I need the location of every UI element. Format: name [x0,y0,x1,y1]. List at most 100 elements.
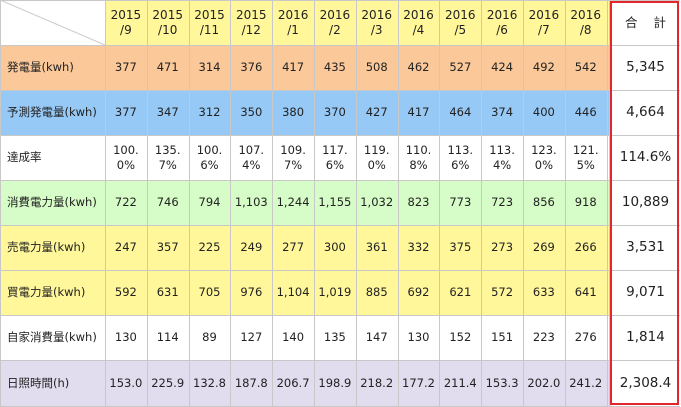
table-cell: 1,019 [314,270,356,315]
table-cell: 424 [481,45,523,90]
cell-value: 572 [491,285,514,299]
table-cell: 151 [481,315,523,360]
cell-value: 723 [491,195,514,209]
cell-value: 631 [156,285,179,299]
cell-value: 241.2 [569,375,603,390]
row-total-bought: 9,071 [611,270,680,315]
table-cell: 471 [146,45,189,90]
table-cell: 631 [146,270,189,315]
table-cell: 206.7 [272,360,314,406]
cell-value: 187.8 [234,375,268,390]
cell-value: 100. 0% [113,142,139,172]
cell-value: 249 [240,240,263,254]
cell-value: 464 [449,105,472,119]
cell-value: 312 [198,105,221,119]
cell-value: 347 [156,105,179,119]
row-label-bought: 買電力量(kwh) [0,270,105,315]
table-cell: 277 [272,225,314,270]
cell-value: 110. 8% [405,142,432,172]
cell-value: 823 [407,195,430,209]
row-total-value: 2,308.4 [619,374,672,391]
cell-value: 350 [240,105,263,119]
row-label: 売電力量(kwh) [7,240,86,254]
cell-value: 641 [574,285,597,299]
row-label: 発電量(kwh) [7,60,74,74]
cell-value: 198.9 [318,375,352,390]
row-total-consumption: 10,889 [611,180,680,225]
cell-value: 211.4 [443,375,477,390]
cell-value: 377 [114,60,137,74]
table-cell: 794 [188,180,231,225]
table-cell: 705 [188,270,231,315]
row-total-self: 1,814 [611,315,680,360]
table-cell: 135 [314,315,356,360]
table-cell: 140 [272,315,314,360]
table-cell: 107. 4% [230,135,272,180]
month-header-label: 2016 /2 [319,7,351,37]
cell-value: 885 [365,285,388,299]
table-cell: 377 [105,90,147,135]
table-cell: 1,032 [355,180,398,225]
grid-vline [607,0,608,406]
row-label-sunshine: 日照時間(h) [0,360,105,406]
table-cell: 692 [397,270,440,315]
cell-value: 400 [532,105,555,119]
cell-value: 151 [491,330,514,344]
table-cell: 218.2 [355,360,398,406]
row-total-value: 5,345 [626,59,665,75]
month-header: 2016 /6 [481,0,523,45]
month-header: 2016 /4 [397,0,440,45]
row-label-generation: 発電量(kwh) [0,45,105,90]
month-header-label: 2016 /7 [528,7,560,37]
month-header-label: 2016 /3 [361,7,392,37]
table-cell: 135. 7% [147,135,189,180]
row-label: 消費電力量(kwh) [7,195,97,209]
cell-value: 746 [156,195,179,209]
cell-value: 722 [114,195,137,209]
cell-value: 1,103 [234,195,268,209]
table-cell: 417 [272,45,314,90]
table-cell: 347 [146,90,189,135]
grid-hline [0,90,680,91]
table-cell: 110. 8% [398,135,440,180]
table-cell: 147 [355,315,398,360]
row-total-forecast: 4,664 [611,90,680,135]
table-cell: 223 [523,315,565,360]
cell-value: 856 [532,195,555,209]
cell-value: 417 [282,60,305,74]
grid-vline [272,0,273,406]
table-cell: 370 [314,90,356,135]
cell-value: 376 [240,60,263,74]
table-cell: 527 [439,45,482,90]
cell-value: 140 [282,330,305,344]
table-cell: 153.0 [105,360,147,406]
table-cell: 187.8 [230,360,273,406]
cell-value: 1,019 [318,285,352,299]
month-header-label: 2016 /1 [277,7,309,37]
cell-value: 1,104 [276,285,310,299]
cell-value: 794 [198,195,221,209]
table-cell: 249 [230,225,273,270]
cell-value: 492 [532,60,555,74]
cell-value: 135 [323,330,346,344]
row-gap [606,90,611,135]
grid-vline [147,0,148,406]
grid-vline [565,0,566,406]
month-header-label: 2016 /5 [445,7,476,37]
month-header: 2016 /2 [314,0,356,45]
grid-vline [523,0,524,406]
table-cell: 377 [105,45,147,90]
month-header: 2015 /11 [188,0,231,45]
cell-value: 130 [407,330,430,344]
cell-value: 462 [407,60,430,74]
cell-value: 773 [449,195,472,209]
table-cell: 361 [355,225,398,270]
table-cell: 621 [439,270,482,315]
table-cell: 100. 6% [189,135,231,180]
grid-hline [0,225,680,226]
table-cell: 722 [105,180,147,225]
table-cell: 211.4 [439,360,482,406]
cell-value: 435 [323,60,346,74]
table-cell: 119. 0% [356,135,398,180]
row-label-forecast: 予測発電量(kwh) [0,90,105,135]
